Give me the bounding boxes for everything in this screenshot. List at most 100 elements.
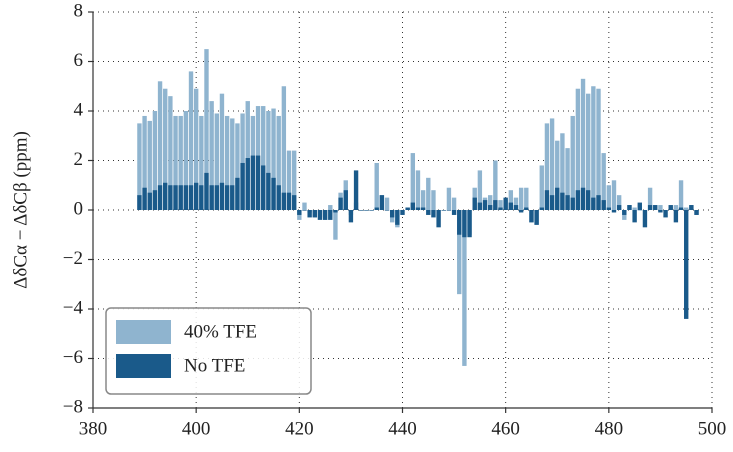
bar — [374, 207, 379, 210]
bar — [647, 205, 653, 210]
bar — [441, 210, 446, 211]
bar — [297, 210, 302, 215]
bar — [591, 86, 596, 210]
bar — [658, 210, 663, 213]
bar — [426, 177, 431, 210]
bar — [348, 210, 354, 223]
bar — [601, 153, 606, 210]
bar — [508, 190, 514, 210]
bar — [642, 210, 648, 228]
bar — [632, 210, 637, 223]
bar — [647, 187, 653, 210]
bar — [230, 118, 235, 210]
bar — [524, 187, 529, 210]
bar — [529, 210, 534, 223]
bar — [152, 111, 158, 210]
bar — [157, 185, 163, 210]
bar — [224, 185, 230, 210]
bar — [467, 210, 472, 238]
bar — [477, 202, 483, 210]
bar — [157, 81, 163, 210]
bar — [291, 150, 297, 210]
bar — [622, 210, 627, 215]
bar — [637, 202, 642, 210]
bar — [291, 195, 297, 210]
bar — [673, 210, 679, 223]
bar — [147, 192, 152, 210]
legend-swatch — [116, 320, 171, 344]
bar — [668, 205, 673, 210]
bar — [266, 172, 271, 210]
bar — [544, 123, 550, 210]
bar — [482, 200, 488, 210]
y-tick-label: −8 — [63, 396, 83, 417]
legend-label: No TFE — [184, 355, 245, 376]
bar — [518, 210, 524, 213]
y-tick-label: 0 — [74, 198, 84, 219]
bar — [230, 185, 235, 210]
bar — [653, 205, 658, 210]
bar — [384, 197, 390, 210]
bar — [586, 190, 591, 210]
bar — [601, 200, 606, 210]
y-tick-label: 2 — [74, 149, 84, 170]
bar — [616, 205, 622, 210]
bar — [678, 207, 684, 210]
bar — [395, 210, 400, 225]
bar — [555, 187, 560, 210]
x-tick-label: 420 — [285, 418, 314, 439]
bar — [137, 195, 142, 210]
bar — [560, 133, 565, 210]
x-tick-label: 380 — [79, 418, 108, 439]
bar — [544, 190, 550, 210]
bar — [580, 187, 586, 210]
bar — [611, 180, 617, 210]
y-tick-label: 6 — [74, 50, 84, 71]
bar — [684, 210, 689, 319]
bar — [431, 210, 436, 218]
bar — [549, 195, 555, 210]
bar — [219, 182, 225, 210]
bar — [426, 210, 431, 215]
bar — [266, 111, 271, 210]
bar — [214, 185, 219, 210]
bar — [431, 190, 436, 210]
bar — [410, 202, 416, 210]
bar — [549, 118, 555, 210]
bar — [328, 205, 333, 210]
bar — [188, 71, 194, 211]
y-tick-label: −2 — [63, 248, 83, 269]
bar — [379, 195, 385, 210]
bar — [565, 148, 570, 210]
bar — [137, 123, 142, 210]
bar — [498, 207, 503, 210]
bar — [214, 113, 219, 210]
x-tick-label: 460 — [491, 418, 520, 439]
bar — [570, 115, 575, 210]
bar — [163, 182, 168, 210]
bar — [152, 190, 158, 210]
y-axis-label: ΔδCα − ΔδCβ (ppm) — [10, 131, 31, 289]
bar — [250, 155, 256, 210]
bar — [472, 197, 477, 210]
bar — [570, 197, 575, 210]
bar — [389, 210, 395, 218]
bar — [420, 190, 426, 210]
bar — [663, 210, 668, 218]
bar — [415, 207, 421, 210]
bar — [188, 185, 194, 210]
bar — [632, 207, 637, 210]
bar — [199, 115, 204, 210]
bar — [173, 115, 178, 210]
bar — [183, 185, 189, 210]
bar — [204, 49, 209, 210]
bar — [261, 165, 266, 210]
bar — [508, 202, 514, 210]
bar — [374, 162, 379, 210]
bar — [658, 205, 663, 210]
bar — [276, 185, 281, 210]
bar — [240, 113, 245, 210]
x-tick-label: 400 — [182, 418, 211, 439]
bar — [271, 177, 276, 210]
